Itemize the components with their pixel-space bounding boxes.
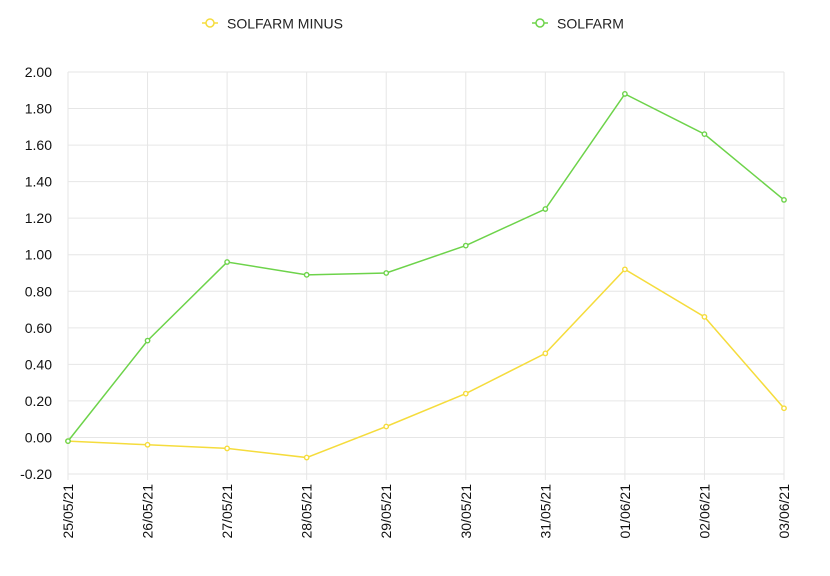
data-point[interactable] [781,405,787,412]
x-tick-label: 31/05/21 [537,484,553,539]
x-tick-label: 01/06/21 [617,484,633,539]
series-line [67,92,785,442]
y-tick-label: 0.80 [25,283,52,299]
legend-label: SOLFARM [557,16,624,32]
data-point[interactable] [144,441,151,448]
data-point[interactable] [542,206,549,212]
x-axis-ticks: 25/05/21 26/05/21 27/05/21 28/05/21 29/05/21… [60,484,792,539]
series-layer [65,91,787,461]
x-tick-label: 27/05/21 [219,484,235,539]
data-point[interactable] [303,454,310,461]
y-tick-label: 0.00 [25,429,52,445]
data-point[interactable] [621,266,628,273]
x-tick-label: 29/05/21 [378,484,394,539]
grid-lines [67,71,785,480]
y-tick-label: 0.20 [25,393,52,409]
series-1 [65,91,787,445]
y-tick-label: 1.00 [25,247,52,263]
x-tick-label: 30/05/21 [458,484,474,539]
y-tick-label: 1.80 [25,101,52,117]
series-0 [65,266,787,461]
data-point[interactable] [701,131,708,138]
data-point[interactable] [65,438,71,445]
data-point[interactable] [621,91,628,97]
data-point[interactable] [144,337,151,344]
x-tick-label: 02/06/21 [696,484,712,539]
y-tick-label: 0.60 [25,320,52,336]
y-tick-label: -0.20 [20,466,52,482]
x-tick-label: 28/05/21 [299,484,315,539]
data-point[interactable] [701,313,708,320]
data-point[interactable] [224,259,231,265]
y-axis-ticks: 2.00 1.80 1.60 1.40 1.20 1.00 0.80 0.60 0.40 0.20… [20,64,52,482]
data-point[interactable] [462,390,469,397]
y-tick-label: 1.20 [25,210,52,226]
data-point[interactable] [462,242,469,249]
data-point[interactable] [383,423,390,430]
y-tick-label: 1.40 [25,174,52,190]
data-point[interactable] [781,197,787,203]
data-point[interactable] [383,270,390,276]
legend-marker-icon [205,18,215,28]
legend-item[interactable]: SOLFARM MINUS [202,16,343,32]
legend-marker-icon [535,18,545,28]
x-tick-label: 25/05/21 [60,484,76,539]
y-tick-label: 1.60 [25,137,52,153]
y-tick-label: 0.40 [25,356,52,372]
legend-label: SOLFARM MINUS [227,16,343,32]
series-line [67,268,785,459]
y-tick-label: 2.00 [25,64,52,80]
data-point[interactable] [303,271,310,278]
x-tick-label: 26/05/21 [140,484,156,539]
data-point[interactable] [542,350,549,357]
x-tick-label: 03/06/21 [776,484,792,539]
legend-item[interactable]: SOLFARM [532,16,624,32]
data-point[interactable] [224,445,231,452]
legend: SOLFARM MINUS SOLFARM [202,16,624,32]
